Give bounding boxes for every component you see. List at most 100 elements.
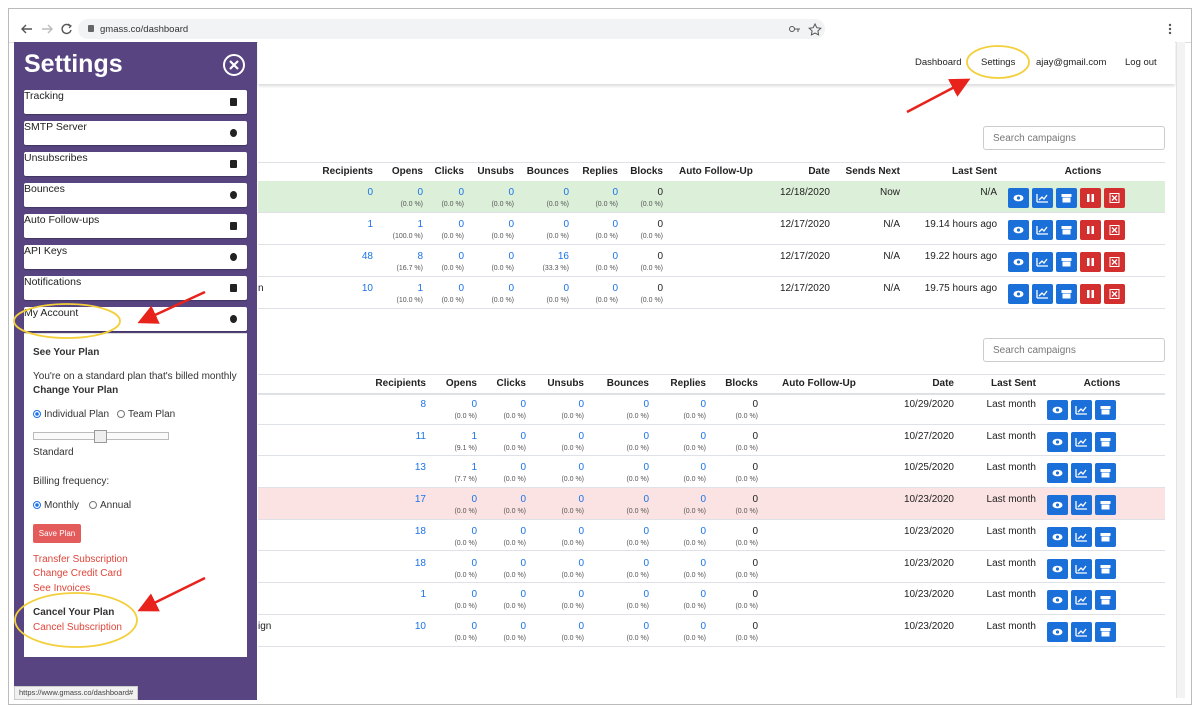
- stat-count[interactable]: 0: [700, 430, 706, 442]
- menu-item[interactable]: Auto Follow-ups: [24, 214, 247, 238]
- menu-item[interactable]: Bounces: [24, 183, 247, 207]
- stat-count[interactable]: 0: [643, 399, 649, 410]
- action-button[interactable]: [1047, 558, 1068, 579]
- action-button[interactable]: [1071, 463, 1092, 484]
- action-button[interactable]: [1032, 284, 1053, 304]
- action-button[interactable]: [1008, 220, 1029, 240]
- stat-count[interactable]: 0: [700, 399, 706, 410]
- action-button[interactable]: [1095, 621, 1116, 642]
- action-button[interactable]: [1047, 400, 1068, 420]
- recipients[interactable]: 13: [414, 462, 426, 474]
- stat-count[interactable]: 0: [643, 462, 649, 474]
- stat-count[interactable]: 0: [520, 430, 526, 442]
- scrollbar[interactable]: [1176, 42, 1185, 698]
- radio[interactable]: [89, 501, 97, 509]
- nav-link[interactable]: Settings: [981, 57, 1016, 68]
- stat-count[interactable]: 0: [643, 589, 649, 601]
- stat-count[interactable]: 0: [520, 462, 526, 474]
- action-button[interactable]: [1071, 400, 1092, 420]
- stat-count[interactable]: 0: [471, 399, 477, 410]
- action-button[interactable]: [1104, 188, 1125, 208]
- stat-count[interactable]: 0: [578, 620, 584, 632]
- nav-buttons[interactable]: [18, 20, 78, 38]
- save-button[interactable]: Save Plan: [33, 524, 81, 543]
- action-button[interactable]: [1047, 590, 1068, 611]
- stat-count[interactable]: 0: [578, 557, 584, 569]
- stat-count[interactable]: 0: [520, 494, 526, 506]
- recipients[interactable]: 0: [367, 187, 373, 198]
- action-button[interactable]: [1104, 252, 1125, 272]
- stat-count[interactable]: 0: [508, 283, 514, 294]
- stat-count[interactable]: 0: [520, 525, 526, 537]
- recipients[interactable]: 17: [414, 494, 426, 506]
- stat-count[interactable]: 0: [471, 620, 477, 632]
- account-link[interactable]: See Invoices: [33, 583, 91, 594]
- stat-count[interactable]: 0: [471, 494, 477, 506]
- action-button[interactable]: [1047, 463, 1068, 484]
- action-button[interactable]: [1095, 463, 1116, 484]
- action-button[interactable]: [1071, 495, 1092, 516]
- stat-count[interactable]: 0: [508, 219, 514, 230]
- stat-count[interactable]: 1: [417, 219, 423, 230]
- stat-count[interactable]: 0: [578, 399, 584, 410]
- stat-count[interactable]: 0: [417, 187, 423, 198]
- action-button[interactable]: [1080, 252, 1101, 272]
- stat-count[interactable]: 16: [557, 251, 569, 262]
- stat-count[interactable]: 0: [643, 557, 649, 569]
- action-button[interactable]: [1080, 284, 1101, 304]
- action-button[interactable]: [1056, 284, 1077, 304]
- stat-count[interactable]: 0: [700, 462, 706, 474]
- stat-count[interactable]: 0: [520, 399, 526, 410]
- menu-item[interactable]: Notifications: [24, 276, 247, 300]
- url-icons[interactable]: [788, 22, 824, 36]
- action-button[interactable]: [1071, 590, 1092, 611]
- stat-count[interactable]: 0: [643, 525, 649, 537]
- search-box[interactable]: [983, 126, 1165, 150]
- nav-link[interactable]: ajay@gmail.com: [1036, 57, 1107, 68]
- recipients[interactable]: 1: [367, 219, 373, 230]
- menu-item[interactable]: Tracking: [24, 90, 247, 114]
- action-button[interactable]: [1071, 431, 1092, 452]
- recipients[interactable]: 8: [420, 399, 426, 410]
- action-button[interactable]: [1080, 188, 1101, 208]
- action-button[interactable]: [1095, 526, 1116, 547]
- action-button[interactable]: [1047, 526, 1068, 547]
- action-button[interactable]: [1047, 621, 1068, 642]
- stat-count[interactable]: 0: [471, 589, 477, 601]
- action-button[interactable]: [1095, 590, 1116, 611]
- action-button[interactable]: [1080, 220, 1101, 240]
- recipients[interactable]: 18: [414, 557, 426, 569]
- radio-selected[interactable]: [33, 501, 41, 509]
- stat-count[interactable]: 0: [520, 557, 526, 569]
- stat-count[interactable]: 0: [563, 283, 569, 294]
- stat-count[interactable]: 0: [700, 525, 706, 537]
- menu-item[interactable]: Unsubscribes: [24, 152, 247, 176]
- campaign-name[interactable]: n: [258, 283, 264, 294]
- stat-count[interactable]: 0: [643, 620, 649, 632]
- stat-count[interactable]: 0: [612, 187, 618, 198]
- stat-count[interactable]: 1: [417, 283, 423, 294]
- stat-count[interactable]: 0: [563, 219, 569, 230]
- action-button[interactable]: [1104, 220, 1125, 240]
- slider-thumb[interactable]: [94, 430, 107, 443]
- menu-item[interactable]: My Account: [24, 307, 247, 331]
- stat-count[interactable]: 0: [700, 620, 706, 632]
- close-button[interactable]: [222, 53, 246, 77]
- stat-count[interactable]: 1: [471, 462, 477, 474]
- stat-count[interactable]: 0: [578, 462, 584, 474]
- action-button[interactable]: [1071, 621, 1092, 642]
- action-button[interactable]: [1047, 495, 1068, 516]
- action-button[interactable]: [1047, 431, 1068, 452]
- stat-count[interactable]: 0: [458, 251, 464, 262]
- action-button[interactable]: [1056, 188, 1077, 208]
- recipients[interactable]: 10: [361, 283, 373, 294]
- browser-menu[interactable]: [1166, 22, 1174, 36]
- recipients[interactable]: 18: [414, 525, 426, 537]
- account-link[interactable]: Cancel Subscription: [33, 622, 122, 633]
- action-button[interactable]: [1056, 252, 1077, 272]
- stat-count[interactable]: 8: [417, 251, 423, 262]
- action-button[interactable]: [1104, 284, 1125, 304]
- radio-selected[interactable]: [33, 410, 41, 418]
- stat-count[interactable]: 0: [520, 589, 526, 601]
- nav-link[interactable]: Dashboard: [915, 57, 962, 68]
